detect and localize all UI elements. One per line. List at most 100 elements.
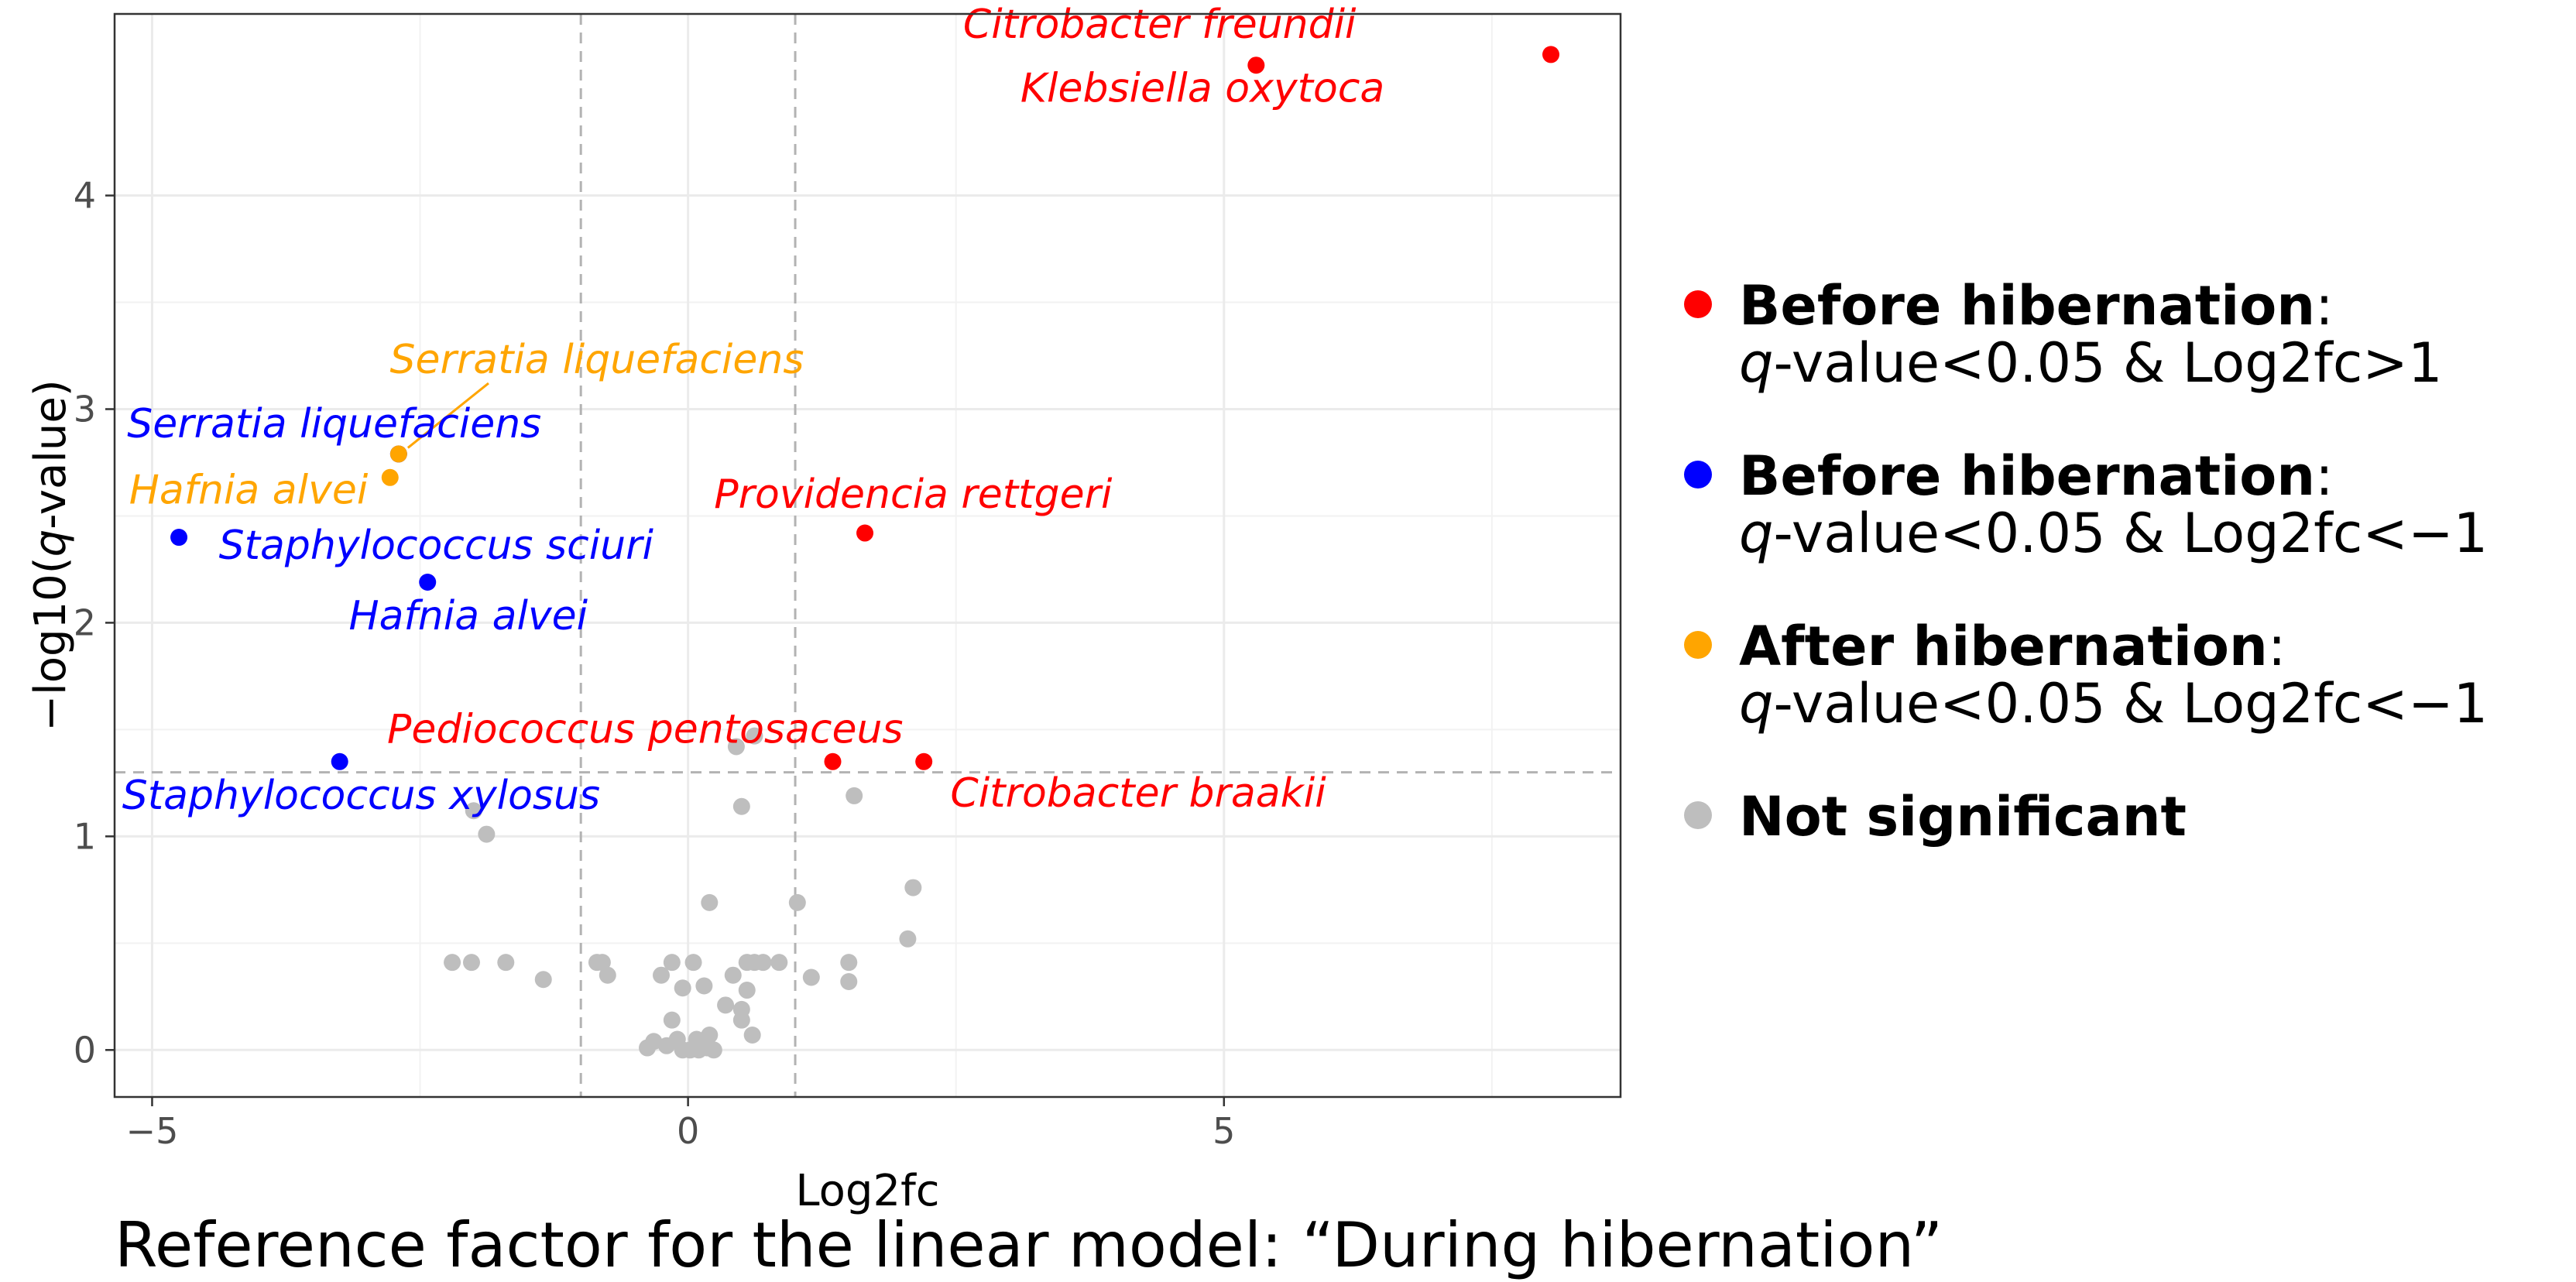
ns-point [732, 797, 750, 815]
ns-point [899, 930, 917, 948]
point-label: Hafnia alvei [129, 467, 369, 513]
point-label: Hafnia alvei [349, 593, 588, 639]
ns-point [802, 968, 820, 986]
significant-point [824, 752, 842, 770]
legend-title-after_down: After hibernation: [1739, 615, 2286, 678]
ns-point [599, 966, 616, 984]
ns-point [705, 1041, 722, 1059]
point-label: Citrobacter freundii [963, 2, 1357, 48]
threshold-lines [115, 14, 1621, 1097]
legend-condition-q: q [1739, 672, 1773, 735]
ns-point [770, 954, 788, 972]
y-axis-ticks: 0 1 2 3 4 [74, 175, 115, 1071]
ns-point [497, 954, 515, 972]
ns-point [732, 1011, 750, 1029]
significant-point [856, 524, 874, 542]
legend-title-before_down: Before hibernation: [1739, 444, 2334, 508]
legend-title-ns: Not significant [1739, 785, 2187, 848]
legend-title-colon: : [2268, 615, 2286, 678]
ns-point [674, 979, 691, 997]
legend-condition-q: q [1739, 331, 1773, 395]
legend-title-bold: Before hibernation [1739, 274, 2315, 338]
legend-key-before_down [1684, 461, 1712, 488]
legend-title-bold: Before hibernation [1739, 444, 2315, 508]
legend-key-ns [1684, 801, 1712, 829]
label-leader-line [406, 382, 489, 449]
ns-point [701, 893, 719, 911]
significant-point [1247, 57, 1265, 74]
significant-point [389, 445, 407, 463]
ns-point [754, 954, 772, 972]
y-axis-title: −log10(q-value) [26, 379, 76, 731]
significant-point [381, 468, 399, 486]
significant-point [170, 529, 188, 547]
ns-point [727, 738, 745, 756]
legend-key-after_down [1684, 631, 1712, 659]
legend-condition-rest: -value<0.05 & Log2fc<−1 [1773, 672, 2488, 735]
point-label: Staphylococcus xylosus [122, 773, 600, 819]
ns-point [695, 977, 713, 995]
ns-point [462, 954, 480, 972]
legend-condition-before_up: q-value<0.05 & Log2fc>1 [1739, 331, 2443, 395]
legend-title-colon: : [2315, 274, 2334, 338]
y-axis-title-q: q [26, 530, 76, 557]
y-tick-label: 0 [74, 1029, 96, 1071]
x-axis-title: Log2fc [795, 1166, 939, 1216]
legend-title-bold: Not significant [1739, 785, 2187, 848]
ns-point [840, 972, 858, 990]
point-labels: Citrobacter freundii Klebsiella oxytoca Pr… [122, 2, 1385, 819]
significant-point [419, 573, 437, 591]
point-label: Serratia liquefaciens [389, 337, 804, 383]
ns-point [738, 982, 756, 999]
ns-point [701, 1026, 719, 1044]
ns-point [840, 954, 858, 972]
legend-condition-q: q [1739, 502, 1773, 565]
y-tick-label: 4 [74, 175, 96, 217]
point-label: Klebsiella oxytoca [1020, 66, 1384, 112]
ns-point [684, 954, 702, 972]
legend-title-bold: After hibernation [1739, 615, 2268, 678]
legend-condition-after_down: q-value<0.05 & Log2fc<−1 [1739, 672, 2488, 735]
ns-point [724, 966, 742, 984]
legend-condition-before_down: q-value<0.05 & Log2fc<−1 [1739, 502, 2488, 565]
y-axis-title-suffix: -value) [26, 379, 76, 530]
significant-point [1542, 46, 1560, 63]
ns-point [846, 787, 863, 804]
legend-key-before_up [1684, 290, 1712, 318]
y-tick-label: 3 [74, 388, 96, 430]
legend-condition-rest: -value<0.05 & Log2fc>1 [1773, 331, 2442, 395]
ns-point [444, 954, 461, 972]
ns-point [663, 1011, 681, 1029]
ns-point [534, 971, 552, 989]
points-not-significant [444, 727, 922, 1059]
y-tick-label: 1 [74, 815, 96, 857]
chart-caption: Reference factor for the linear model: “… [115, 1209, 1943, 1281]
ns-point [639, 1039, 657, 1057]
label-leader-lines [406, 382, 489, 449]
ns-point [657, 1037, 675, 1054]
legend: Before hibernation:q-value<0.05 & Log2fc… [1684, 274, 2488, 848]
significant-point [331, 752, 348, 770]
points-significant [170, 46, 1560, 770]
ns-point [593, 954, 611, 972]
ns-point [788, 893, 806, 911]
point-label: Citrobacter braakii [950, 770, 1326, 817]
ns-point [717, 996, 735, 1014]
point-label: Pediococcus pentosaceus [387, 706, 904, 752]
legend-title-before_up: Before hibernation: [1739, 274, 2334, 338]
grid-major [115, 14, 1621, 1097]
ns-point [478, 825, 496, 843]
x-tick-label: 0 [677, 1110, 699, 1152]
ns-point [465, 802, 482, 820]
y-tick-label: 2 [74, 602, 96, 643]
point-label: Serratia liquefaciens [127, 401, 541, 447]
x-axis-ticks: −5 0 5 [126, 1097, 1235, 1152]
ns-point [663, 954, 681, 972]
ns-point [904, 879, 922, 896]
point-label: Staphylococcus sciuri [219, 523, 654, 569]
legend-condition-rest: -value<0.05 & Log2fc<−1 [1773, 502, 2488, 565]
plot-panel-border [113, 12, 1622, 1099]
x-tick-label: 5 [1213, 1110, 1235, 1152]
ns-point [743, 1026, 761, 1044]
